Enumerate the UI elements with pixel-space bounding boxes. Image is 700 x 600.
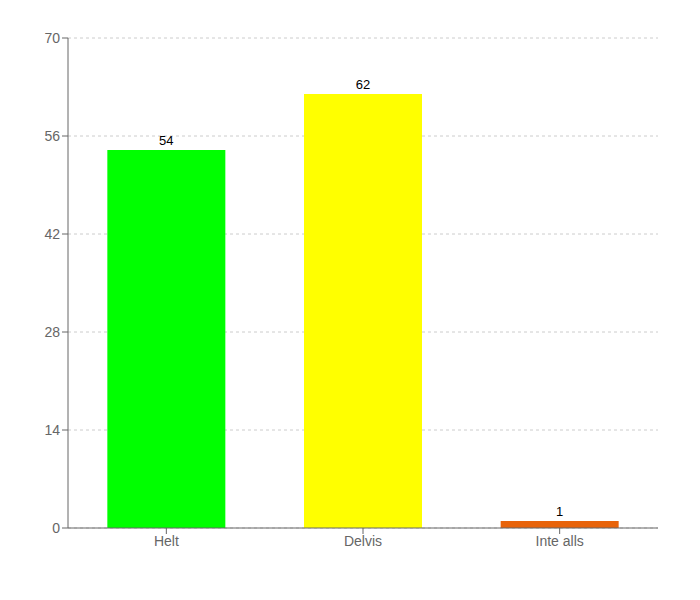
svg-text:70: 70 bbox=[44, 30, 60, 46]
svg-text:56: 56 bbox=[44, 128, 60, 144]
svg-text:Inte alls: Inte alls bbox=[536, 533, 584, 549]
svg-text:Delvis: Delvis bbox=[344, 533, 382, 549]
svg-text:Helt: Helt bbox=[154, 533, 179, 549]
svg-text:54: 54 bbox=[159, 133, 173, 148]
svg-text:0: 0 bbox=[52, 520, 60, 536]
svg-text:1: 1 bbox=[556, 504, 563, 519]
svg-text:28: 28 bbox=[44, 324, 60, 340]
svg-text:14: 14 bbox=[44, 422, 60, 438]
svg-text:42: 42 bbox=[44, 226, 60, 242]
svg-text:62: 62 bbox=[356, 77, 370, 92]
